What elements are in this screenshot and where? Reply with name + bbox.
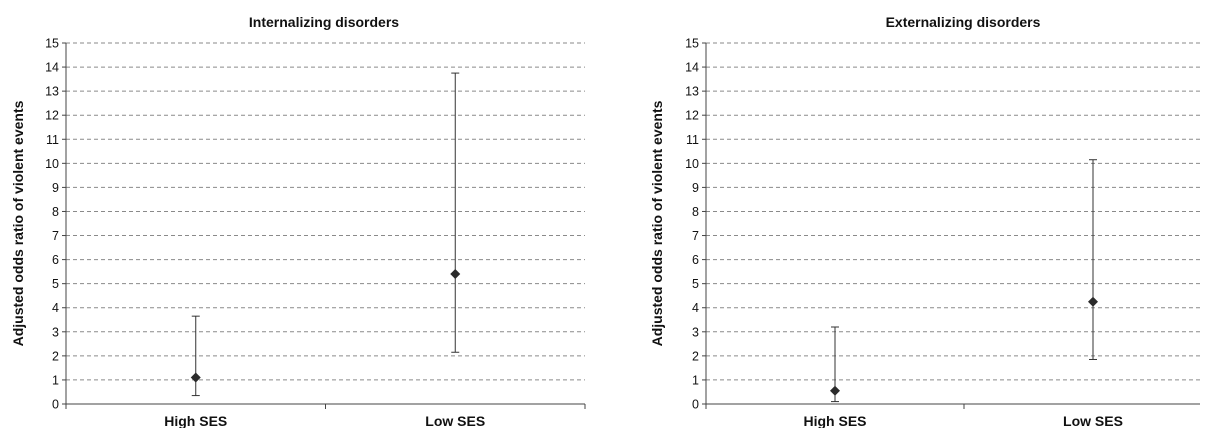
data-point (190, 372, 201, 383)
y-tick-label: 5 (52, 277, 59, 291)
y-tick-label: 8 (692, 205, 699, 219)
y-tick-label: 14 (685, 61, 699, 75)
chart-title: Internalizing disorders (249, 14, 399, 30)
y-tick-label: 12 (685, 109, 699, 123)
y-tick-label: 2 (692, 349, 699, 363)
data-point (1088, 296, 1098, 307)
y-tick-label: 7 (692, 229, 699, 243)
data-point (830, 385, 840, 396)
x-tick-label: High SES (803, 413, 866, 428)
y-tick-label: 11 (46, 133, 59, 147)
y-tick-label: 1 (692, 373, 699, 387)
y-tick-label: 5 (692, 277, 699, 291)
y-tick-label: 2 (52, 349, 59, 363)
x-tick-label: High SES (164, 413, 227, 428)
y-tick-label: 0 (52, 398, 59, 412)
y-tick-label: 1 (52, 373, 59, 387)
x-tick-label: Low SES (1063, 413, 1123, 428)
y-tick-label: 0 (692, 398, 699, 412)
y-tick-label: 10 (45, 157, 59, 171)
y-tick-label: 14 (45, 61, 59, 75)
data-point (450, 269, 461, 280)
y-tick-label: 4 (692, 301, 699, 315)
y-tick-label: 6 (692, 253, 699, 267)
y-tick-label: 10 (685, 157, 699, 171)
y-tick-label: 3 (52, 325, 59, 339)
y-axis-label: Adjusted odds ratio of violent events (649, 100, 665, 346)
y-tick-label: 4 (52, 301, 59, 315)
y-tick-label: 12 (45, 109, 59, 123)
y-tick-label: 6 (52, 253, 59, 267)
y-tick-label: 3 (692, 325, 699, 339)
y-tick-label: 15 (685, 37, 699, 51)
y-tick-label: 13 (685, 85, 699, 99)
y-tick-label: 7 (52, 229, 59, 243)
x-tick-label: Low SES (425, 413, 485, 428)
chart-title: Externalizing disorders (886, 14, 1041, 30)
y-tick-label: 9 (52, 181, 59, 195)
y-tick-label: 13 (45, 85, 59, 99)
y-tick-label: 15 (45, 37, 59, 51)
y-tick-label: 9 (692, 181, 699, 195)
y-axis-label: Adjusted odds ratio of violent events (10, 100, 26, 346)
y-tick-label: 11 (686, 133, 699, 147)
y-tick-label: 8 (52, 205, 59, 219)
